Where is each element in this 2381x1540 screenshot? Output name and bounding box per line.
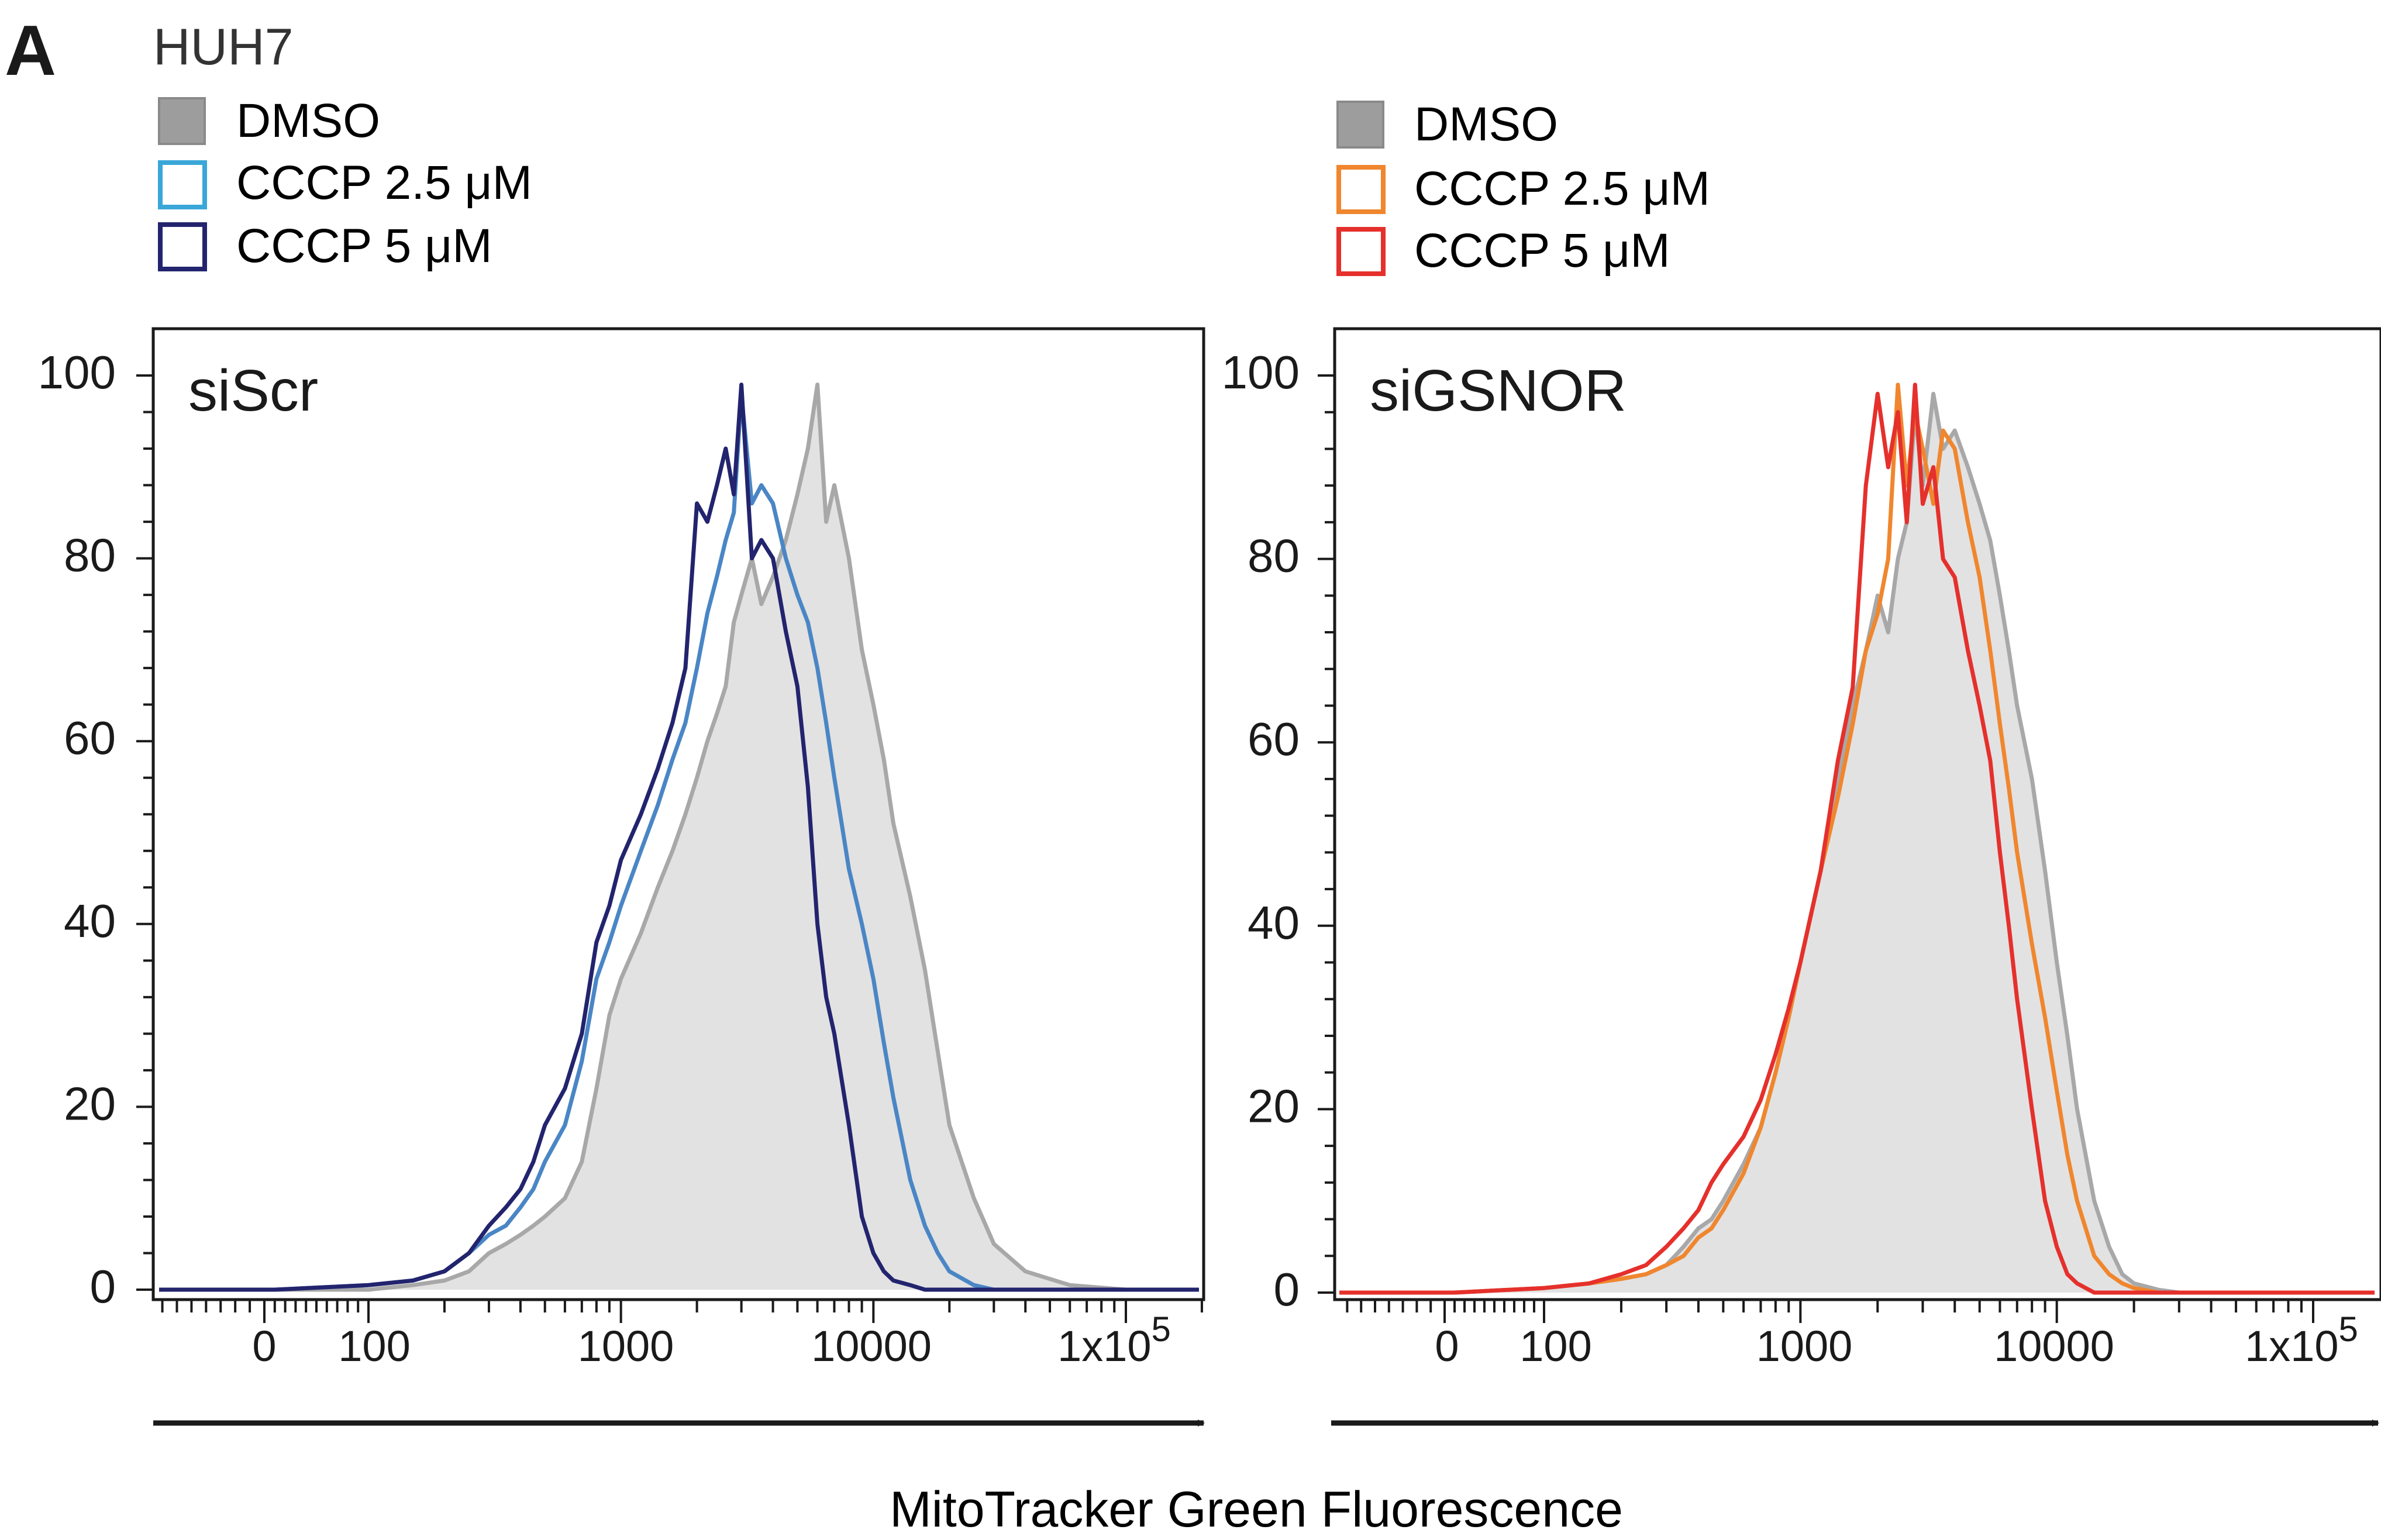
legend-swatch-dmso [158, 97, 206, 145]
legend-label-cccp-5: CCCP 5 μM [236, 219, 492, 273]
y-tick-label: 40 [64, 895, 116, 947]
x-tick-label: 10000 [811, 1322, 932, 1370]
x-tick-label: 1000 [578, 1322, 674, 1370]
x-tick-label: 1x105 [1057, 1310, 1171, 1370]
x-tick-label: 100 [1519, 1322, 1591, 1370]
cell-line-label: HUH7 [153, 18, 294, 75]
series-siscr-dmso-line [159, 383, 1199, 1292]
panel-title: siScr [188, 358, 318, 423]
y-tick-label: 80 [1248, 530, 1300, 582]
series-siscr-cccp-5-m-line [159, 383, 1199, 1292]
legend-swatch-cccp-5 [158, 222, 207, 271]
legend-sigsnor: DMSO CCCP 2.5 μM CCCP 5 μM [1336, 98, 1710, 277]
y-tick-label: 20 [64, 1077, 116, 1129]
y-tick-label: 60 [64, 712, 116, 764]
legend-label-dmso: DMSO [1414, 98, 1558, 151]
y-tick-label: 80 [64, 529, 116, 581]
x-axis-label: MitoTracker Green Fluorescence [890, 1482, 1623, 1538]
legend-label-cccp-5: CCCP 5 μM [1414, 224, 1670, 277]
y-tick-label: 60 [1248, 713, 1300, 765]
panel-title: siGSNOR [1370, 358, 1627, 423]
legend-label-dmso: DMSO [236, 94, 380, 147]
series-sigsnor-dmso-fill [1339, 394, 2375, 1293]
series-sigsnor-cccp-5-m-line [1339, 383, 2375, 1295]
y-tick-label: 100 [38, 346, 116, 398]
x-tick-label: 1000 [1756, 1322, 1853, 1370]
legend-swatch-dmso [1336, 101, 1384, 149]
panel-letter: A [5, 11, 56, 90]
x-tick-label: 100 [338, 1322, 410, 1370]
x-tick-label: 0 [252, 1322, 276, 1370]
y-tick-label: 0 [1274, 1263, 1300, 1315]
legend-swatch-cccp-2-5 [1336, 165, 1386, 214]
y-tick-label: 100 [1222, 346, 1300, 398]
legend-label-cccp-2-5: CCCP 2.5 μM [236, 156, 532, 209]
legend-swatch-cccp-2-5 [158, 160, 207, 209]
x-tick-label: 10000 [1994, 1322, 2114, 1370]
y-tick-label: 20 [1248, 1080, 1300, 1132]
y-tick-label: 0 [90, 1260, 116, 1312]
x-tick-label: 1x105 [2245, 1310, 2358, 1370]
legend-siscr: DMSO CCCP 2.5 μM CCCP 5 μM [158, 94, 532, 273]
legend-label-cccp-2-5: CCCP 2.5 μM [1414, 162, 1710, 215]
y-tick-label: 40 [1248, 897, 1300, 949]
x-tick-label: 0 [1435, 1322, 1459, 1370]
legend-swatch-cccp-5 [1336, 227, 1386, 276]
